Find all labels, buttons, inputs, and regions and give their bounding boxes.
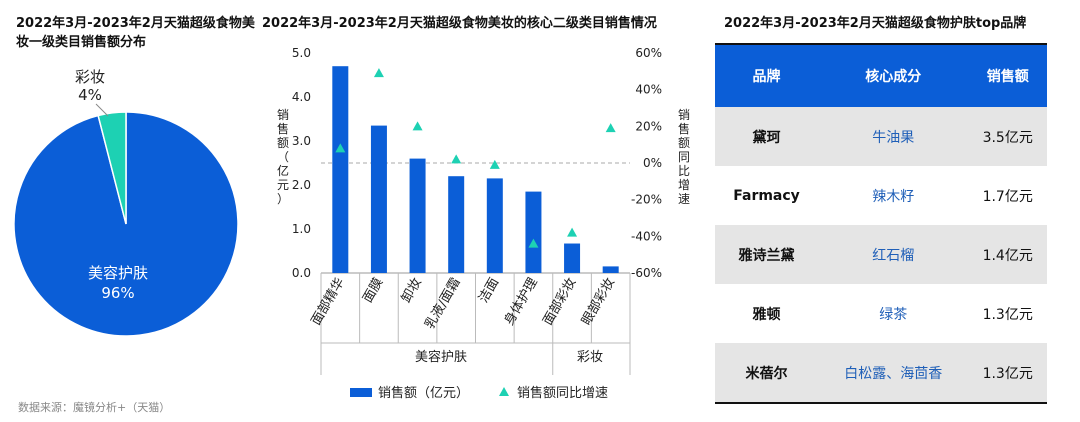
pie-leader-line	[95, 103, 109, 117]
legend-bar-label: 销售额（亿元）	[378, 385, 469, 401]
x-tick-label: 洁面	[476, 276, 502, 306]
data-source: 数据来源：魔镜分析+（天猫）	[18, 401, 171, 414]
growth-marker-面部彩妆	[567, 227, 578, 237]
pie-label-skincare: 美容护肤	[88, 264, 148, 282]
top-brands-table: 品牌 核心成分 销售额 黛珂 牛油果 3.5亿元 Farmacy 辣木籽 1.7…	[715, 43, 1047, 404]
x-tick-label: 乳液/面霜	[422, 276, 463, 332]
bar-chart: 0.0 1.0 2.0 3.0 4.0 5.0 -60% -40% -20% 0% 20% 40% 60…	[292, 46, 662, 375]
brand-cell: Farmacy	[733, 187, 800, 204]
y-axis-left-title: 销售额（亿元）	[276, 108, 289, 206]
growth-marker-面膜	[373, 68, 384, 78]
x-tick-label: 身体护理	[501, 275, 541, 328]
y-left-tick-label: 2.0	[292, 178, 311, 192]
table-row: 黛珂 牛油果 3.5亿元	[715, 107, 1047, 166]
table-row: 雅顿 绿茶 1.3亿元	[715, 284, 1047, 343]
brand-cell: 米蓓尔	[715, 343, 819, 403]
bar-面膜	[370, 125, 387, 273]
pie-pct-skincare: 96%	[101, 284, 134, 302]
ingredient-cell: 白松露、海茴香	[818, 343, 969, 403]
bar-chart-title: 2022年3月-2023年2月天猫超级食物美妆的核心二级类目销售情况	[262, 16, 657, 31]
y-right-tick-label: 20%	[635, 119, 662, 133]
y-right-tick-label: 0%	[643, 156, 662, 170]
y-left-tick-label: 3.0	[292, 134, 311, 148]
legend-bar-swatch	[350, 388, 372, 397]
ingredient-cell: 红石榴	[818, 225, 969, 284]
bar-洁面	[486, 178, 503, 273]
header-ingredient: 核心成分	[818, 44, 969, 107]
brand-cell: 黛珂	[715, 107, 819, 166]
pie-chart	[13, 111, 239, 337]
table-header-row: 品牌 核心成分 销售额	[715, 44, 1047, 107]
table-row: Farmacy 辣木籽 1.7亿元	[715, 166, 1047, 225]
y-left-tick-label: 4.0	[292, 90, 311, 104]
bar-乳液/面霜	[448, 176, 465, 273]
growth-marker-乳液/面霜	[451, 154, 462, 164]
x-tick-label: 面部彩妆	[541, 276, 580, 329]
growth-marker-洁面	[489, 159, 500, 169]
bar-身体护理	[525, 191, 542, 273]
y-left-tick-label: 1.0	[292, 222, 311, 236]
x-tick-label: 眼部彩妆	[579, 276, 618, 329]
bar-面部精华	[332, 66, 349, 273]
x-tick-label: 面膜	[360, 276, 386, 306]
y-right-tick-label: -20%	[631, 193, 662, 207]
y-left-tick-label: 0.0	[292, 266, 311, 280]
bar-卸妆	[409, 158, 426, 273]
x-tick-label: 卸妆	[398, 275, 425, 306]
pie-slice-makeup	[97, 111, 127, 225]
ingredient-cell: 绿茶	[879, 306, 908, 323]
sales-cell: 1.3亿元	[968, 343, 1047, 403]
table-row: 雅诗兰黛 红石榴 1.4亿元	[715, 225, 1047, 284]
sales-cell: 3.5亿元	[968, 107, 1047, 166]
y-right-tick-label: -60%	[631, 266, 662, 280]
growth-marker-眼部彩妆	[605, 123, 616, 133]
bar-面部彩妆	[564, 243, 581, 273]
header-sales: 销售额	[968, 44, 1047, 107]
y-right-tick-label: -40%	[631, 229, 662, 243]
growth-marker-身体护理	[528, 238, 539, 248]
ingredient-cell: 牛油果	[818, 107, 969, 166]
y-axis-right-title: 销售额同比增速	[677, 108, 690, 206]
table-row: 米蓓尔 白松露、海茴香 1.3亿元	[715, 343, 1047, 403]
sales-cell: 1.7亿元	[982, 188, 1033, 205]
bar-眼部彩妆	[602, 266, 619, 273]
brand-cell: 雅顿	[752, 306, 781, 323]
legend-marker-label: 销售额同比增速	[517, 385, 608, 401]
pie-label-makeup: 彩妆	[75, 68, 105, 86]
growth-marker-面部精华	[335, 143, 346, 153]
pie-pct-makeup: 4%	[78, 86, 102, 104]
pie-chart-title: 2022年3月-2023年2月天猫超级食物美妆一级类目销售额分布	[16, 16, 255, 50]
header-brand: 品牌	[715, 44, 819, 107]
table-title: 2022年3月-2023年2月天猫超级食物护肤top品牌	[724, 16, 1027, 31]
growth-marker-卸妆	[412, 121, 423, 131]
sales-cell: 1.4亿元	[968, 225, 1047, 284]
group-label-skincare: 美容护肤	[415, 349, 467, 365]
y-right-tick-label: 60%	[635, 46, 662, 60]
y-right-tick-label: 40%	[635, 83, 662, 97]
brand-cell: 雅诗兰黛	[715, 225, 819, 284]
x-tick-label: 面部精华	[309, 276, 348, 329]
y-left-tick-label: 5.0	[292, 46, 311, 60]
group-label-makeup: 彩妆	[577, 350, 603, 365]
ingredient-cell: 辣木籽	[872, 188, 915, 205]
sales-cell: 1.3亿元	[982, 306, 1033, 323]
legend-marker-swatch	[499, 387, 509, 396]
